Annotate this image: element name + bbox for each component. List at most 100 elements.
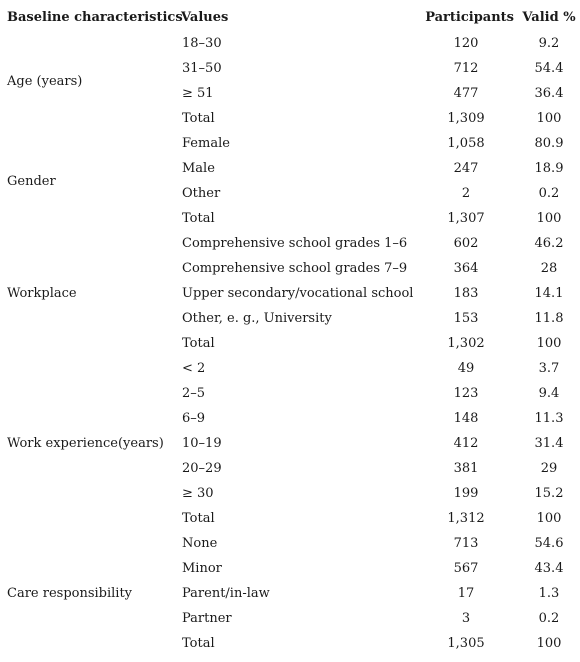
valid-percent-cell: 9.2 [538,36,560,51]
table-row: Upper secondary/vocational school 183 14.1 [0,281,580,306]
participants-cell: 1,302 [447,336,485,351]
header-valid-percent: Valid % [522,10,576,25]
table-row: Other 2 0.2 [0,181,580,206]
valid-percent-cell: 15.2 [534,486,564,501]
participants-cell: 602 [453,236,479,251]
table-row: Total 1,312 100 [0,506,580,531]
table-row: Other, e. g., University 153 11.8 [0,306,580,331]
value-cell: Total [182,336,215,351]
table-row: Total 1,302 100 [0,331,580,356]
valid-percent-cell: 3.7 [538,361,560,376]
valid-percent-cell: 36.4 [534,86,564,101]
participants-cell: 1,309 [447,111,485,126]
valid-percent-cell: 28 [540,261,558,276]
header-participants: Participants [425,10,514,25]
value-cell: 20–29 [182,461,222,476]
value-cell: Partner [182,611,232,626]
table-row: Work experience(years) < 2 49 3.7 [0,356,580,451]
table-row: Workplace Comprehensive school grades 1–6… [0,231,580,301]
participants-cell: 713 [453,536,479,551]
valid-percent-cell: 9.4 [538,386,560,401]
value-cell: ≥ 30 [182,486,214,501]
value-cell: 6–9 [182,411,206,426]
participants-cell: 567 [453,561,479,576]
value-cell: Total [182,511,215,526]
value-cell: Parent/in-law [182,586,270,601]
participants-cell: 120 [453,36,479,51]
valid-percent-cell: 11.3 [534,411,564,426]
valid-percent-cell: 11.8 [534,311,564,326]
valid-percent-cell: 54.6 [534,536,564,551]
table-row: 2–5 123 9.4 [0,381,580,406]
participants-cell: 3 [461,611,471,626]
participants-cell: 199 [453,486,479,501]
participants-cell: 247 [453,161,479,176]
value-cell: ≥ 51 [182,86,214,101]
participants-cell: 381 [453,461,479,476]
table-row: Male 247 18.9 [0,156,580,181]
participants-cell: 123 [453,386,479,401]
value-cell: Upper secondary/vocational school [182,286,414,301]
header-baseline-characteristics: Baseline characteristics [7,10,183,25]
table-row: Comprehensive school grades 7–9 364 28 [0,256,580,281]
participants-cell: 153 [453,311,479,326]
valid-percent-cell: 43.4 [534,561,564,576]
table-row: ≥ 30 199 15.2 [0,481,580,506]
table-row: 20–29 381 29 [0,456,580,481]
value-cell: 31–50 [182,61,222,76]
valid-percent-cell: 46.2 [534,236,564,251]
header-row: Baseline characteristics Values Particip… [0,4,580,31]
table-row: 10–19 412 31.4 [0,431,580,456]
participants-cell: 17 [457,586,475,601]
value-cell: 10–19 [182,436,222,451]
participants-cell: 183 [453,286,479,301]
table-header: Baseline characteristics Values Particip… [0,4,580,31]
participants-cell: 412 [453,436,479,451]
valid-percent-cell: 100 [536,336,562,351]
participants-cell: 364 [453,261,479,276]
value-cell: Minor [182,561,222,576]
valid-percent-cell: 54.4 [534,61,564,76]
value-cell: Other [182,186,221,201]
participants-cell: 148 [453,411,479,426]
valid-percent-cell: 100 [536,511,562,526]
valid-percent-cell: 14.1 [534,286,564,301]
table-body: Age (years) 18–30 120 9.2 31–50 712 54.4 ≥ 51 47… [0,31,580,656]
participants-cell: 712 [453,61,479,76]
baseline-characteristics-table: Baseline characteristics Values Particip… [0,4,580,656]
valid-percent-cell: 100 [536,636,562,651]
value-cell: < 2 [182,361,206,376]
participants-cell: 477 [453,86,479,101]
value-cell: None [182,536,218,551]
value-cell: Comprehensive school grades 7–9 [182,261,408,276]
category-label: Gender [7,173,56,189]
participants-cell: 2 [461,186,471,201]
valid-percent-cell: 29 [540,461,558,476]
valid-percent-cell: 18.9 [534,161,564,176]
value-cell: 18–30 [182,36,222,51]
value-cell: Other, e. g., University [182,311,332,326]
participants-cell: 1,307 [447,211,485,226]
value-cell: Male [182,161,215,176]
table-row: 6–9 148 11.3 [0,406,580,431]
table-row: Partner 3 0.2 [0,606,580,631]
category-label: Care responsibility [7,586,133,601]
table-row: ≥ 51 477 36.4 [0,81,580,106]
valid-percent-cell: 31.4 [534,436,564,451]
header-values: Values [181,10,229,25]
participants-cell: 1,058 [447,136,485,151]
value-cell: Female [182,136,230,151]
table-row: Total 1,309 100 [0,106,580,131]
table-row: Age (years) 18–30 120 9.2 [0,31,580,89]
category-label: Workplace [7,286,77,301]
participants-cell: 1,312 [447,511,485,526]
participants-cell: 1,305 [447,636,485,651]
table-row: Total 1,305 100 [0,631,580,656]
value-cell: Comprehensive school grades 1–6 [182,236,408,251]
table-row: Minor 567 43.4 [0,556,580,581]
valid-percent-cell: 100 [536,111,562,126]
participants-cell: 49 [457,361,475,376]
table-row: Parent/in-law 17 1.3 [0,581,580,606]
table-row: 31–50 712 54.4 [0,56,580,81]
valid-percent-cell: 80.9 [534,136,564,151]
